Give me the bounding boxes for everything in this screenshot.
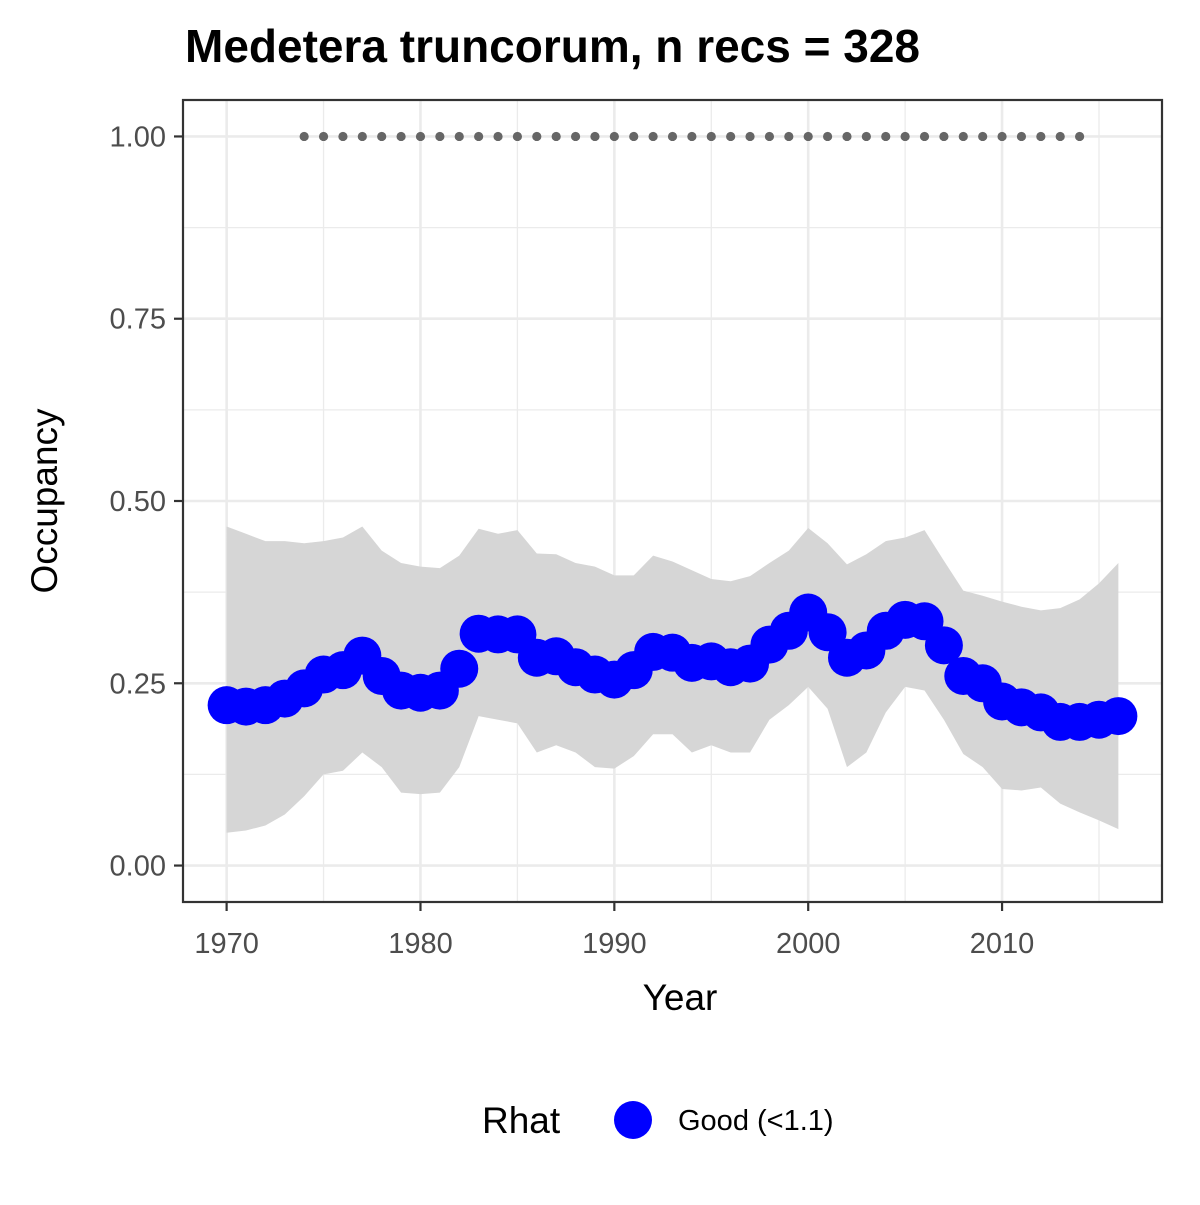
record-year-dot <box>881 131 891 142</box>
record-year-dot <box>939 131 949 142</box>
record-year-dot <box>570 131 581 142</box>
y-tick-label: 1.00 <box>110 121 166 153</box>
record-year-dot <box>919 131 930 142</box>
legend-title: Rhat <box>482 1100 561 1141</box>
record-year-dot <box>512 131 523 142</box>
chart-title: Medetera truncorum, n recs = 328 <box>185 20 920 72</box>
record-year-dot <box>861 131 871 142</box>
record-year-dot <box>629 131 639 142</box>
occupancy-point <box>1099 697 1138 736</box>
occupancy-points <box>207 593 1138 741</box>
record-year-dot <box>648 131 658 142</box>
record-year-dot <box>474 131 484 142</box>
record-year-dot <box>454 131 464 142</box>
record-year-dot <box>415 131 426 142</box>
record-year-dot <box>784 131 794 142</box>
record-year-dot <box>377 131 387 142</box>
legend-label-good: Good (<1.1) <box>678 1105 834 1137</box>
x-tick-label: 2000 <box>776 928 841 960</box>
y-axis: 0.00 0.25 0.50 0.75 1.00 <box>110 121 183 883</box>
x-tick-label: 1990 <box>582 928 647 960</box>
x-tick-label: 1970 <box>194 928 259 960</box>
x-tick-label: 1980 <box>388 928 453 960</box>
occupancy-point <box>924 626 963 665</box>
record-year-dot <box>493 131 503 142</box>
record-year-dot <box>435 131 445 142</box>
y-tick-label: 0.25 <box>110 668 166 700</box>
record-year-dot <box>1036 131 1046 142</box>
record-year-dot <box>551 131 561 142</box>
y-tick-label: 0.75 <box>110 304 166 336</box>
record-year-dot <box>299 131 309 142</box>
record-years-dots <box>299 131 1085 142</box>
record-year-dot <box>900 131 910 142</box>
legend-key-good <box>614 1101 652 1139</box>
record-year-dot <box>1055 131 1065 142</box>
record-year-dot <box>357 131 367 142</box>
record-year-dot <box>532 131 542 142</box>
record-year-dot <box>396 131 406 142</box>
y-tick-label: 0.00 <box>110 851 166 883</box>
record-year-dot <box>997 131 1007 142</box>
occupancy-point <box>440 649 479 688</box>
record-year-dot <box>609 131 619 142</box>
x-axis-title: Year <box>643 977 718 1018</box>
record-year-dot <box>803 131 813 142</box>
record-year-dot <box>764 131 775 142</box>
record-year-dot <box>822 131 833 142</box>
legend: Rhat Good (<1.1) <box>482 1100 834 1141</box>
record-year-dot <box>842 131 852 142</box>
record-year-dot <box>706 131 716 142</box>
record-year-dot <box>318 131 329 142</box>
record-year-dot <box>745 131 755 142</box>
record-year-dot <box>978 131 988 142</box>
record-year-dot <box>338 131 348 142</box>
record-year-dot <box>1016 131 1027 142</box>
record-year-dot <box>726 131 736 142</box>
x-axis: 1970 1980 1990 2000 2010 <box>194 902 1034 960</box>
record-year-dot <box>1075 131 1085 142</box>
record-year-dot <box>667 131 678 142</box>
record-year-dot <box>687 131 697 142</box>
y-tick-label: 0.50 <box>110 486 166 518</box>
record-year-dot <box>590 131 600 142</box>
record-year-dot <box>958 131 968 142</box>
confidence-ribbon <box>226 526 1119 833</box>
x-tick-label: 2010 <box>970 928 1035 960</box>
y-axis-title: Occupancy <box>24 408 65 594</box>
